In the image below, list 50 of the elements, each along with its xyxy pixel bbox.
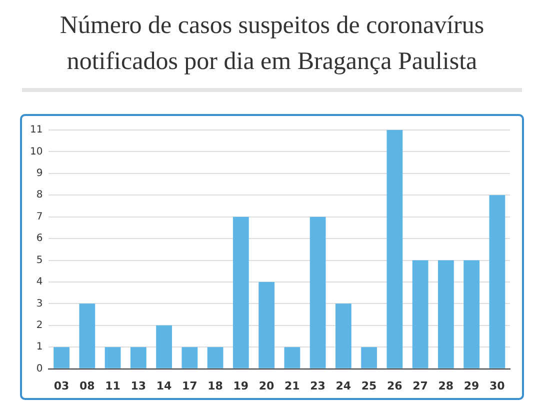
bar (207, 347, 224, 368)
y-tick-label: 3 (36, 298, 43, 310)
x-tick-label: 17 (182, 379, 198, 392)
x-tick-label: 13 (130, 379, 146, 392)
bar (412, 260, 428, 368)
bar (284, 347, 300, 368)
x-tick-label: 14 (156, 379, 172, 392)
bar (438, 260, 454, 368)
y-tick-label: 1 (36, 342, 43, 353)
bar (310, 216, 326, 368)
y-tick-label: 7 (36, 211, 43, 222)
y-tick-label: 10 (30, 146, 43, 158)
y-tick-label: 6 (36, 233, 43, 244)
x-tick-label: 08 (80, 379, 95, 392)
bar (54, 347, 70, 368)
bar (361, 347, 377, 368)
x-tick-label: 23 (310, 379, 326, 392)
x-tick-label: 21 (284, 379, 300, 392)
y-tick-label: 11 (30, 124, 43, 136)
x-tick-label: 19 (233, 379, 249, 392)
bar (335, 304, 352, 368)
x-tick-label: 29 (464, 379, 480, 392)
bar (232, 216, 249, 368)
x-tick-label: 27 (412, 379, 428, 392)
x-tick-label: 24 (336, 379, 352, 392)
bar (386, 130, 403, 368)
x-tick-label: 25 (361, 379, 377, 392)
bar (182, 347, 198, 368)
y-tick-label: 8 (36, 190, 43, 201)
y-tick-label: 9 (36, 168, 43, 180)
bar (464, 260, 480, 368)
y-tick-label: 0 (36, 363, 43, 374)
x-tick-label: 18 (208, 379, 223, 392)
bar (156, 325, 172, 368)
y-tick-label: 5 (36, 254, 43, 266)
bar (130, 347, 146, 368)
x-tick-label: 11 (105, 379, 120, 392)
bar (489, 195, 506, 368)
chart-title: Número de casos suspeitos de coronavírus notificados por dia em Bragança Paulista (58, 11, 486, 77)
x-tick-label: 30 (490, 379, 506, 392)
x-tick-label: 20 (258, 379, 275, 392)
x-tick-label: 26 (387, 379, 403, 392)
bar (104, 347, 121, 368)
y-tick-label: 4 (36, 276, 43, 288)
x-tick-label: 28 (438, 379, 454, 392)
frame: 03 08 11 13 14 17 18 19 20 21 23 24 25 26 27 28 29 30 0 1 23 4 5 6 7 8 9 10 11 (20, 114, 524, 400)
x-tick-label: 03 (54, 379, 70, 392)
bar (79, 304, 96, 368)
bar (258, 282, 274, 368)
y-tick-label: 2 (36, 320, 43, 331)
